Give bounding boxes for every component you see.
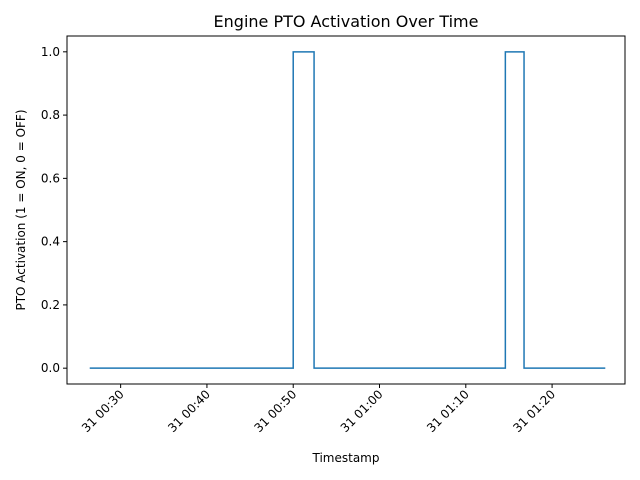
y-tick-label: 0.4 — [41, 235, 60, 249]
x-tick-label: 31 01:20 — [510, 387, 558, 435]
chart-title: Engine PTO Activation Over Time — [214, 12, 479, 31]
x-tick-label: 31 00:30 — [79, 387, 127, 435]
x-axis-label: Timestamp — [312, 451, 380, 465]
x-tick-label: 31 00:50 — [251, 387, 299, 435]
x-tick-label: 31 00:40 — [165, 387, 213, 435]
y-axis: 0.0 0.2 0.4 0.6 0.8 1.0 — [41, 45, 67, 375]
y-tick-label: 0.2 — [41, 298, 60, 312]
x-axis: 31 00:30 31 00:40 31 00:50 31 01:00 31 01:10… — [79, 384, 558, 435]
y-tick-label: 0.0 — [41, 361, 60, 375]
y-tick-label: 0.8 — [41, 108, 60, 122]
y-axis-label: PTO Activation (1 = ON, 0 = OFF) — [14, 109, 28, 310]
axes-frame — [66, 35, 626, 385]
x-tick-label: 31 01:10 — [424, 387, 472, 435]
y-tick-label: 1.0 — [41, 45, 60, 59]
series-line-pto-activation — [89, 51, 606, 369]
x-tick-label: 31 01:00 — [338, 387, 386, 435]
plot-area — [66, 35, 626, 385]
y-tick-label: 0.6 — [41, 171, 60, 185]
